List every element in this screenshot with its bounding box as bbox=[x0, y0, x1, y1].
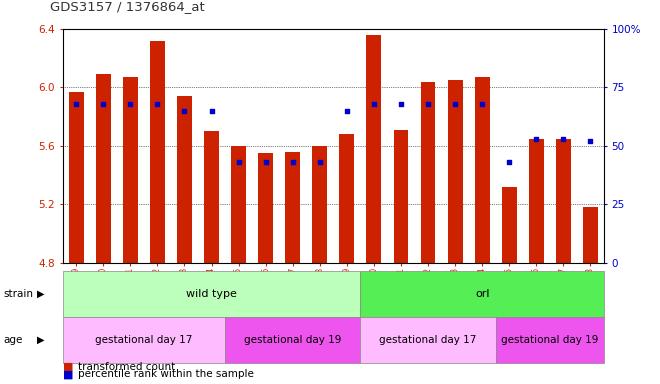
Point bbox=[422, 101, 433, 107]
Text: transformed count: transformed count bbox=[78, 362, 175, 372]
Text: gestational day 17: gestational day 17 bbox=[95, 335, 193, 345]
Point bbox=[314, 159, 325, 166]
Text: gestational day 19: gestational day 19 bbox=[501, 335, 599, 345]
Point bbox=[368, 101, 379, 107]
Point bbox=[477, 101, 487, 107]
Bar bbox=[123, 77, 138, 263]
Point bbox=[234, 159, 244, 166]
Bar bbox=[204, 131, 219, 263]
Bar bbox=[366, 35, 381, 263]
Point bbox=[206, 108, 216, 114]
Point bbox=[260, 159, 271, 166]
Bar bbox=[583, 207, 598, 263]
Bar bbox=[502, 187, 517, 263]
Point bbox=[395, 101, 406, 107]
Point bbox=[342, 108, 352, 114]
Text: strain: strain bbox=[3, 289, 33, 299]
Point bbox=[585, 138, 595, 144]
Bar bbox=[69, 92, 84, 263]
Text: percentile rank within the sample: percentile rank within the sample bbox=[78, 369, 253, 379]
Text: ▶: ▶ bbox=[37, 289, 45, 299]
Point bbox=[98, 101, 108, 107]
Bar bbox=[177, 96, 192, 263]
Bar bbox=[285, 152, 300, 263]
Bar bbox=[475, 77, 490, 263]
Bar bbox=[447, 80, 463, 263]
Bar bbox=[393, 130, 409, 263]
Point bbox=[71, 101, 82, 107]
Point bbox=[152, 101, 162, 107]
Text: wild type: wild type bbox=[186, 289, 237, 299]
Point bbox=[179, 108, 190, 114]
Point bbox=[450, 101, 461, 107]
Bar bbox=[556, 139, 571, 263]
Text: age: age bbox=[3, 335, 22, 345]
Bar bbox=[96, 74, 111, 263]
Text: ▶: ▶ bbox=[37, 335, 45, 345]
Text: GDS3157 / 1376864_at: GDS3157 / 1376864_at bbox=[50, 0, 204, 13]
Point bbox=[287, 159, 298, 166]
Bar bbox=[339, 134, 354, 263]
Bar bbox=[150, 40, 165, 263]
Bar bbox=[529, 139, 544, 263]
Point bbox=[504, 159, 515, 166]
Text: gestational day 19: gestational day 19 bbox=[244, 335, 341, 345]
Bar bbox=[231, 146, 246, 263]
Bar bbox=[258, 153, 273, 263]
Text: orl: orl bbox=[475, 289, 489, 299]
Point bbox=[531, 136, 541, 142]
Point bbox=[125, 101, 136, 107]
Text: ■: ■ bbox=[63, 362, 73, 372]
Text: ■: ■ bbox=[63, 369, 73, 379]
Bar bbox=[312, 146, 327, 263]
Point bbox=[558, 136, 568, 142]
Bar bbox=[420, 81, 436, 263]
Text: gestational day 17: gestational day 17 bbox=[379, 335, 477, 345]
